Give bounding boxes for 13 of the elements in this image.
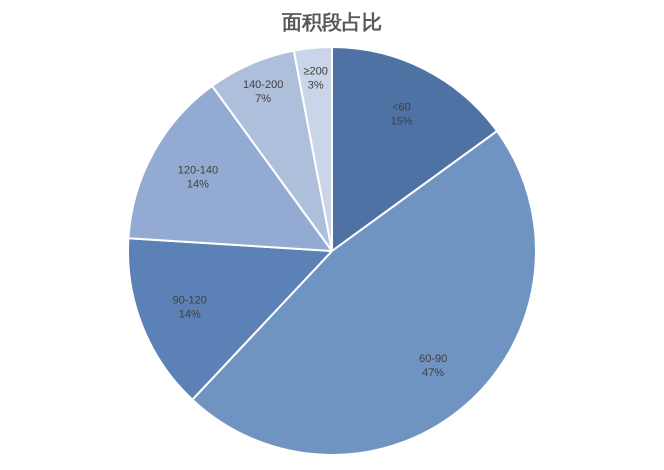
data-label: 15% [390, 116, 413, 128]
slice-label: <60 [392, 102, 411, 114]
chart-title: 面积段占比 [281, 10, 382, 34]
data-label: 14% [186, 178, 210, 190]
data-label: 14% [178, 308, 201, 320]
data-label: 47% [422, 366, 444, 379]
slice-label: 90-120 [172, 294, 207, 306]
slice-label: ≥200 [303, 65, 328, 78]
slice-label: 140-200 [242, 78, 284, 91]
data-label: 7% [255, 92, 272, 105]
slice-label: 60-90 [419, 352, 448, 365]
slice-label: 120-140 [178, 164, 218, 176]
data-label: 3% [308, 79, 324, 92]
